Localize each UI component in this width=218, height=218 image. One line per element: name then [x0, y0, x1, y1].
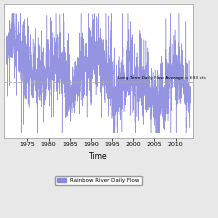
Text: Long Term Daily Flow Average = 693 cfs: Long Term Daily Flow Average = 693 cfs — [118, 76, 206, 80]
Legend: Rainbow River Daily Flow: Rainbow River Daily Flow — [55, 176, 142, 186]
X-axis label: Time: Time — [89, 152, 108, 161]
